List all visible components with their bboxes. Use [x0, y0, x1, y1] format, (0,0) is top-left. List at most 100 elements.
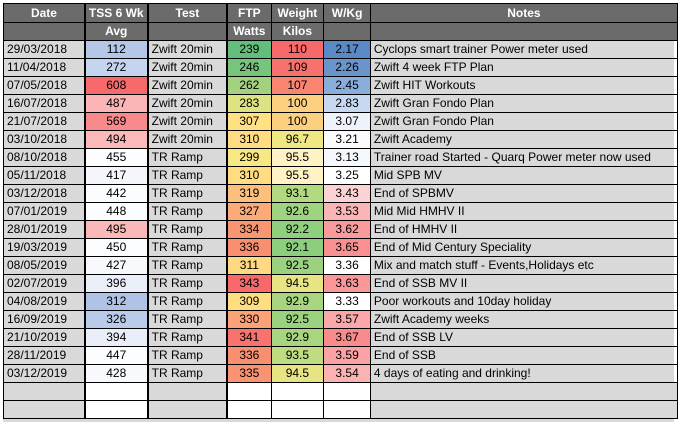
cell-date[interactable]: 21/10/2019	[2, 328, 86, 347]
cell-notes[interactable]: Cyclops smart trainer Power meter used	[369, 40, 678, 59]
empty-cell[interactable]	[83, 400, 149, 419]
cell-test[interactable]: Zwift 20min	[146, 94, 228, 113]
cell-weight[interactable]: 95.5	[270, 166, 325, 185]
cell-ftp[interactable]: 330	[226, 310, 272, 329]
cell-date[interactable]: 28/11/2019	[2, 346, 86, 365]
cell-notes[interactable]: 4 days of eating and drinking!	[369, 364, 678, 383]
cell-notes[interactable]: Mix and match stuff - Events,Holidays et…	[369, 256, 678, 275]
empty-cell[interactable]	[2, 382, 86, 401]
cell-wkg[interactable]: 2.17	[323, 40, 371, 59]
cell-date[interactable]: 08/10/2018	[2, 148, 86, 167]
cell-tss[interactable]: 312	[83, 292, 149, 311]
cell-wkg[interactable]: 3.36	[323, 256, 371, 275]
cell-test[interactable]: TR Ramp	[146, 364, 228, 383]
cell-ftp[interactable]: 309	[226, 292, 272, 311]
cell-notes[interactable]: End of SSB MV II	[369, 274, 678, 293]
cell-tss[interactable]: 455	[83, 148, 149, 167]
cell-tss[interactable]: 494	[83, 130, 149, 149]
cell-wkg[interactable]: 2.45	[323, 76, 371, 95]
cell-tss[interactable]: 396	[83, 274, 149, 293]
cell-tss[interactable]: 487	[83, 94, 149, 113]
cell-date[interactable]: 02/07/2019	[2, 274, 86, 293]
cell-weight[interactable]: 94.5	[270, 274, 325, 293]
cell-wkg[interactable]: 2.83	[323, 94, 371, 113]
cell-tss[interactable]: 442	[83, 184, 149, 203]
cell-wkg[interactable]: 3.57	[323, 310, 371, 329]
cell-test[interactable]: TR Ramp	[146, 148, 228, 167]
cell-test[interactable]: TR Ramp	[146, 184, 228, 203]
cell-wkg[interactable]: 3.53	[323, 202, 371, 221]
cell-ftp[interactable]: 336	[226, 238, 272, 257]
cell-wkg[interactable]: 3.63	[323, 274, 371, 293]
cell-notes[interactable]: End of SSB	[369, 346, 678, 365]
cell-ftp[interactable]: 341	[226, 328, 272, 347]
cell-date[interactable]: 21/07/2018	[2, 112, 86, 131]
cell-ftp[interactable]: 310	[226, 130, 272, 149]
cell-wkg[interactable]: 3.67	[323, 328, 371, 347]
cell-ftp[interactable]: 310	[226, 166, 272, 185]
cell-ftp[interactable]: 307	[226, 112, 272, 131]
cell-date[interactable]: 29/03/2018	[2, 40, 86, 59]
cell-test[interactable]: TR Ramp	[146, 202, 228, 221]
cell-tss[interactable]: 450	[83, 238, 149, 257]
cell-notes[interactable]: Zwift 4 week FTP Plan	[369, 58, 678, 77]
cell-tss[interactable]: 569	[83, 112, 149, 131]
cell-test[interactable]: Zwift 20min	[146, 112, 228, 131]
cell-date[interactable]: 05/11/2018	[2, 166, 86, 185]
cell-date[interactable]: 11/04/2018	[2, 58, 86, 77]
header-ftp-watts[interactable]: Watts	[226, 22, 272, 41]
cell-wkg[interactable]: 3.07	[323, 112, 371, 131]
cell-test[interactable]: TR Ramp	[146, 292, 228, 311]
cell-notes[interactable]: Trainer road Started - Quarq Power meter…	[369, 148, 678, 167]
cell-ftp[interactable]: 299	[226, 148, 272, 167]
cell-ftp[interactable]: 336	[226, 346, 272, 365]
cell-notes[interactable]: Zwift Gran Fondo Plan	[369, 94, 678, 113]
cell-notes[interactable]: Zwift Academy weeks	[369, 310, 678, 329]
cell-ftp[interactable]: 343	[226, 274, 272, 293]
empty-cell[interactable]	[226, 400, 272, 419]
empty-cell[interactable]	[369, 382, 678, 401]
cell-notes[interactable]: Mid SPB MV	[369, 166, 678, 185]
header-tss-avg[interactable]: Avg	[83, 22, 149, 41]
cell-wkg[interactable]: 3.65	[323, 238, 371, 257]
cell-wkg[interactable]: 3.33	[323, 292, 371, 311]
cell-date[interactable]: 16/07/2018	[2, 94, 86, 113]
cell-weight[interactable]: 107	[270, 76, 325, 95]
cell-ftp[interactable]: 262	[226, 76, 272, 95]
cell-ftp[interactable]: 319	[226, 184, 272, 203]
empty-cell[interactable]	[146, 382, 228, 401]
cell-ftp[interactable]: 311	[226, 256, 272, 275]
cell-tss[interactable]: 326	[83, 310, 149, 329]
cell-date[interactable]: 04/08/2019	[2, 292, 86, 311]
cell-wkg[interactable]: 3.62	[323, 220, 371, 239]
cell-weight[interactable]: 92.1	[270, 238, 325, 257]
empty-cell[interactable]	[323, 400, 371, 419]
cell-weight[interactable]: 109	[270, 58, 325, 77]
cell-wkg[interactable]: 3.21	[323, 130, 371, 149]
cell-tss[interactable]: 394	[83, 328, 149, 347]
cell-weight[interactable]: 96.7	[270, 130, 325, 149]
header-weight[interactable]: Weight	[270, 3, 325, 23]
cell-wkg[interactable]: 2.26	[323, 58, 371, 77]
cell-tss[interactable]: 447	[83, 346, 149, 365]
cell-weight[interactable]: 93.5	[270, 346, 325, 365]
header-test-2[interactable]	[146, 22, 228, 41]
cell-test[interactable]: TR Ramp	[146, 238, 228, 257]
cell-weight[interactable]: 100	[270, 94, 325, 113]
cell-weight[interactable]: 92.5	[270, 256, 325, 275]
cell-test[interactable]: TR Ramp	[146, 328, 228, 347]
empty-cell[interactable]	[83, 382, 149, 401]
cell-notes[interactable]: End of SSB LV	[369, 328, 678, 347]
cell-ftp[interactable]: 283	[226, 94, 272, 113]
cell-notes[interactable]: Zwift Gran Fondo Plan	[369, 112, 678, 131]
empty-cell[interactable]	[2, 400, 86, 419]
header-notes-2[interactable]	[369, 22, 678, 41]
header-date-2[interactable]	[2, 22, 86, 41]
cell-test[interactable]: Zwift 20min	[146, 130, 228, 149]
empty-cell[interactable]	[270, 400, 325, 419]
empty-cell[interactable]	[226, 382, 272, 401]
cell-date[interactable]: 07/01/2019	[2, 202, 86, 221]
cell-ftp[interactable]: 239	[226, 40, 272, 59]
cell-date[interactable]: 19/03/2019	[2, 238, 86, 257]
cell-weight[interactable]: 110	[270, 40, 325, 59]
